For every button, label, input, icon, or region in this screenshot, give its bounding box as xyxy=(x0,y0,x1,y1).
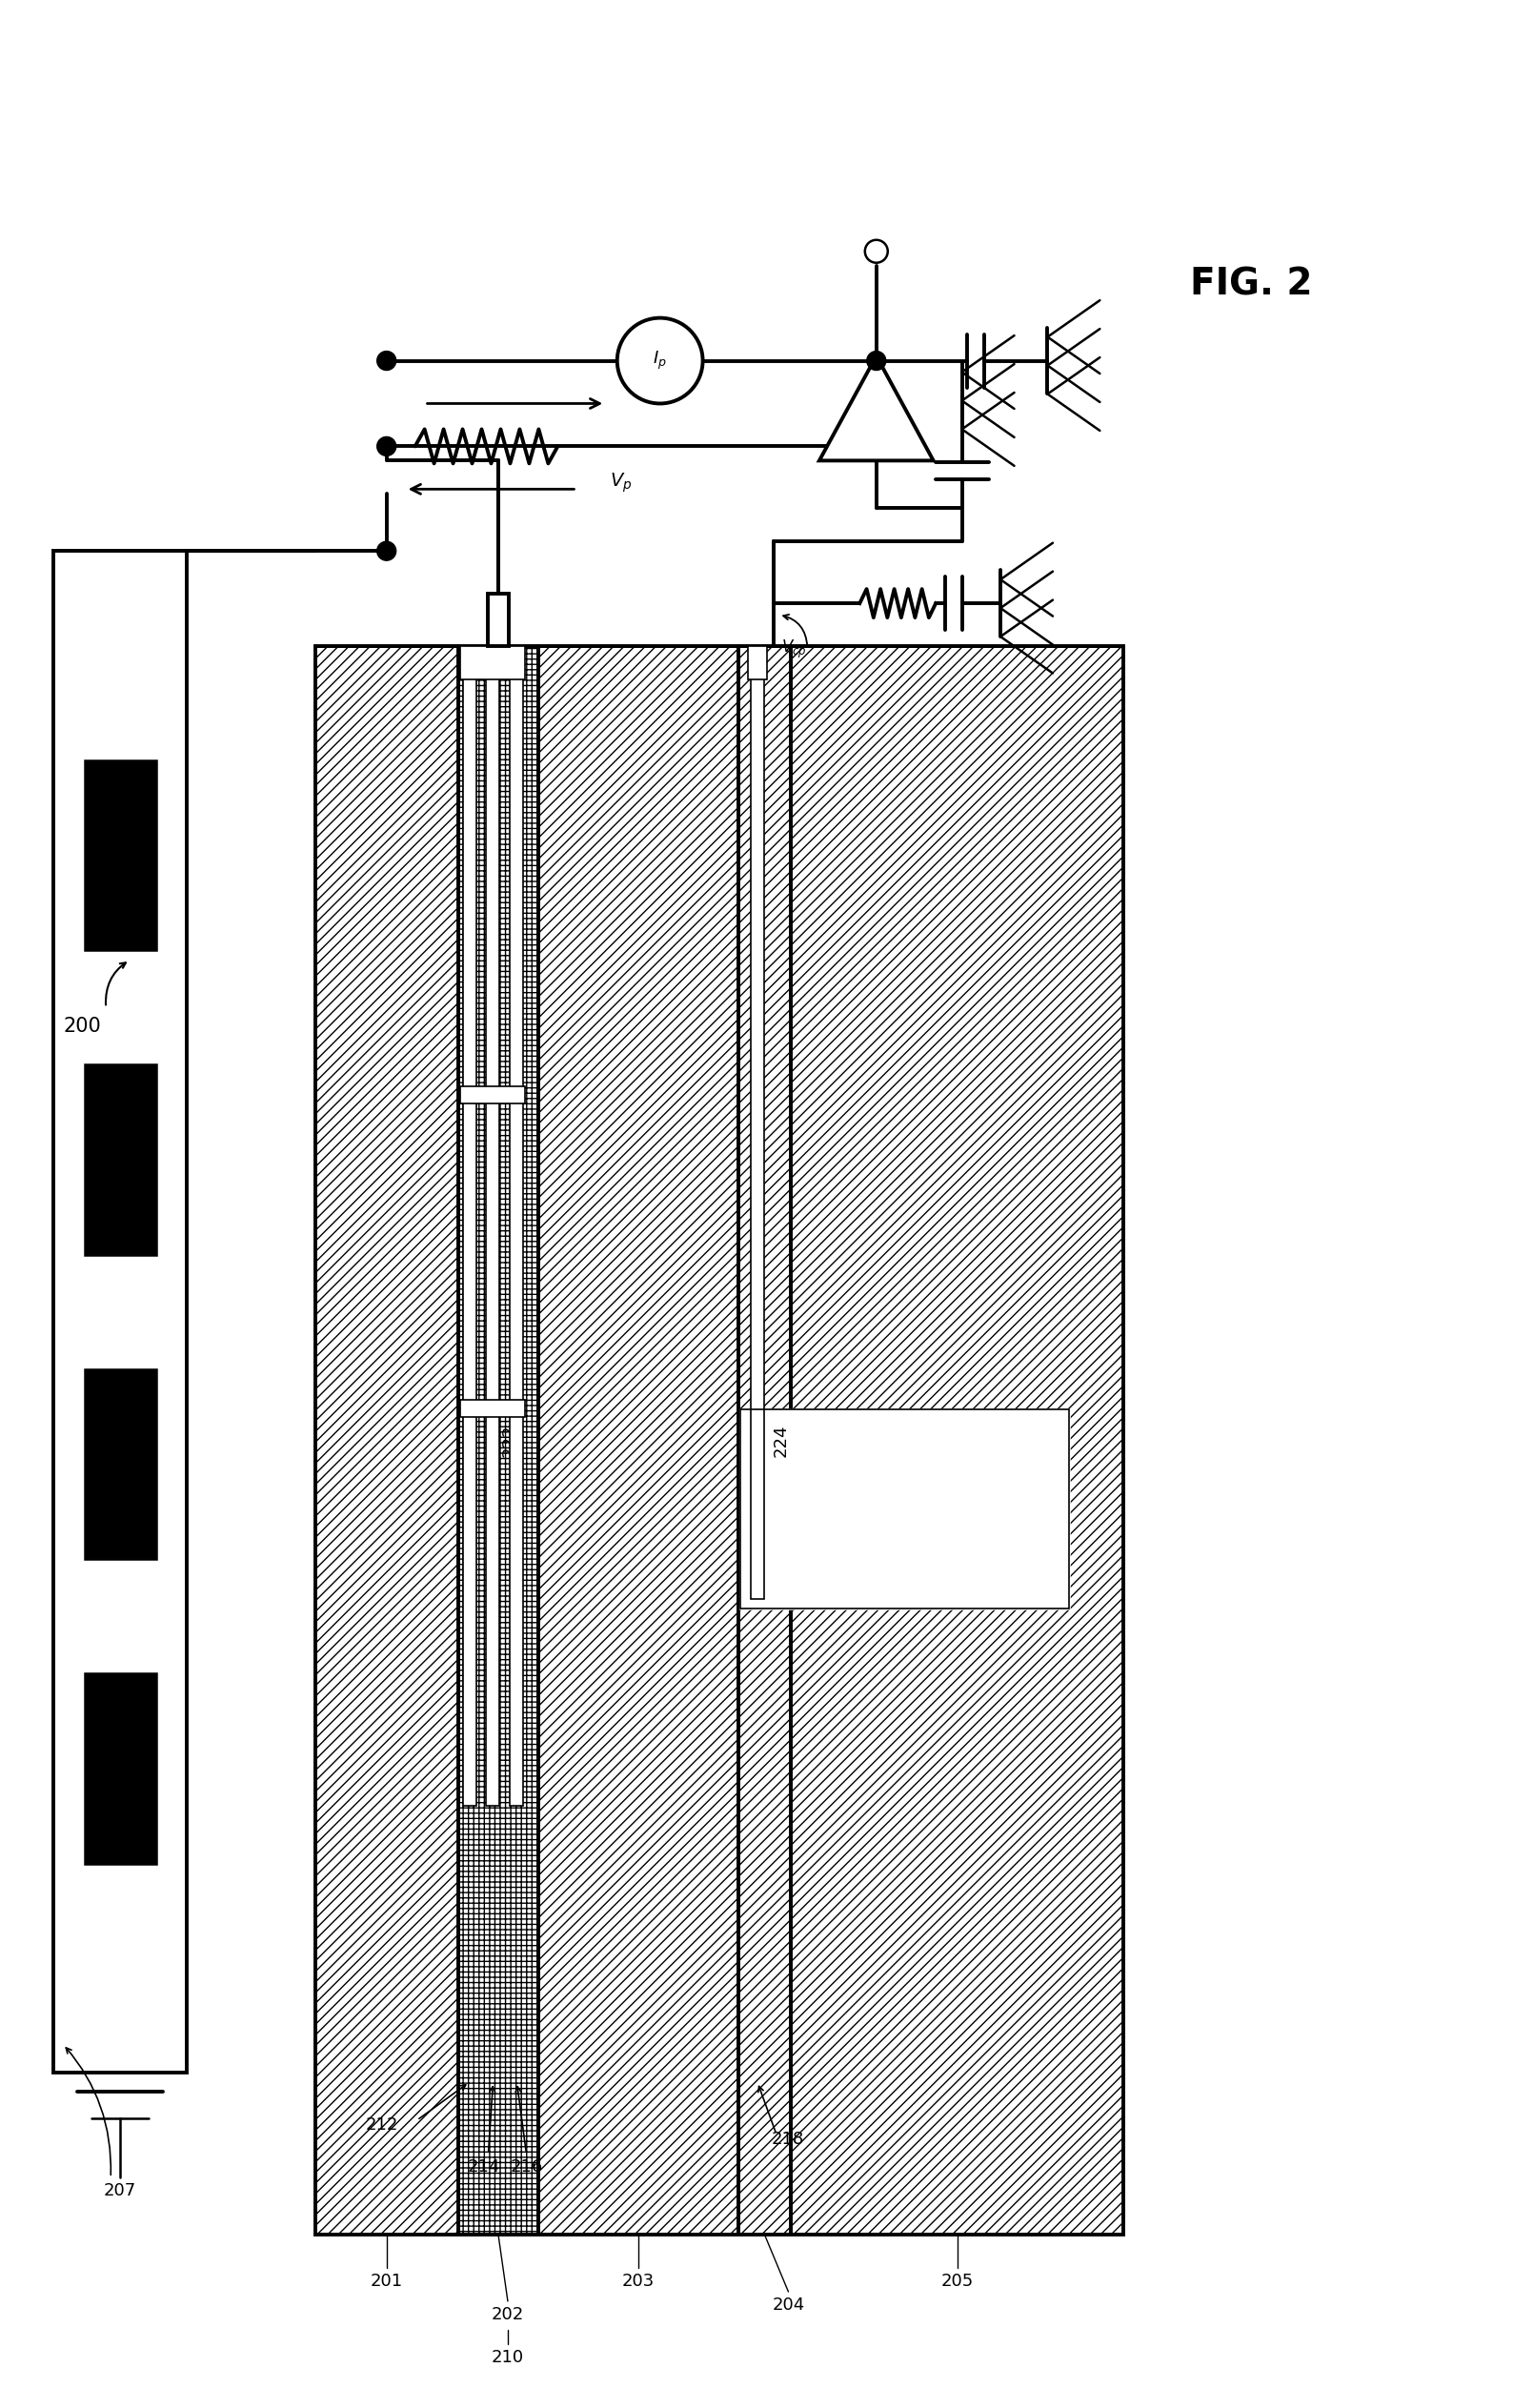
Text: $I_p$: $I_p$ xyxy=(654,349,667,371)
Bar xyxy=(750,645,764,1599)
Circle shape xyxy=(617,318,702,405)
Text: 214: 214 xyxy=(468,2158,499,2174)
Bar xyxy=(85,761,156,951)
Bar xyxy=(510,645,523,1806)
Text: 212: 212 xyxy=(365,2117,398,2133)
Polygon shape xyxy=(819,356,934,460)
Bar xyxy=(460,645,525,679)
Bar xyxy=(487,595,508,645)
Bar xyxy=(486,645,499,1806)
Bar xyxy=(460,1399,525,1416)
Bar xyxy=(85,1064,156,1255)
Circle shape xyxy=(377,436,396,455)
Bar xyxy=(53,551,186,2073)
Text: $V_p$: $V_p$ xyxy=(610,472,632,494)
Text: 210: 210 xyxy=(492,2348,523,2367)
Text: 218: 218 xyxy=(772,2131,805,2148)
Bar xyxy=(791,645,1124,2235)
Text: 202: 202 xyxy=(492,2307,523,2324)
Text: 207: 207 xyxy=(104,2182,136,2199)
Text: 216: 216 xyxy=(510,2158,543,2174)
Circle shape xyxy=(867,352,885,371)
Bar xyxy=(460,1086,525,1103)
Text: 203: 203 xyxy=(622,2273,655,2290)
Text: $V_{cp}$: $V_{cp}$ xyxy=(782,638,806,660)
Bar xyxy=(315,645,458,2235)
Circle shape xyxy=(377,352,396,371)
Bar xyxy=(315,645,1124,2235)
Bar xyxy=(740,1409,1070,1609)
Text: 205: 205 xyxy=(941,2273,973,2290)
Text: 200: 200 xyxy=(64,1016,101,1035)
Bar xyxy=(463,645,477,1806)
Bar xyxy=(85,1370,156,1560)
Text: 224: 224 xyxy=(772,1423,790,1457)
Bar xyxy=(85,1674,156,1864)
Bar xyxy=(740,1409,1070,1609)
Text: 204: 204 xyxy=(772,2297,805,2314)
Bar xyxy=(738,645,791,2235)
Text: 222: 222 xyxy=(501,1423,517,1457)
Bar xyxy=(458,645,539,2235)
Bar xyxy=(539,645,738,2235)
Circle shape xyxy=(377,542,396,561)
Text: 201: 201 xyxy=(371,2273,402,2290)
Bar xyxy=(747,645,767,679)
Text: FIG. 2: FIG. 2 xyxy=(1191,267,1313,303)
